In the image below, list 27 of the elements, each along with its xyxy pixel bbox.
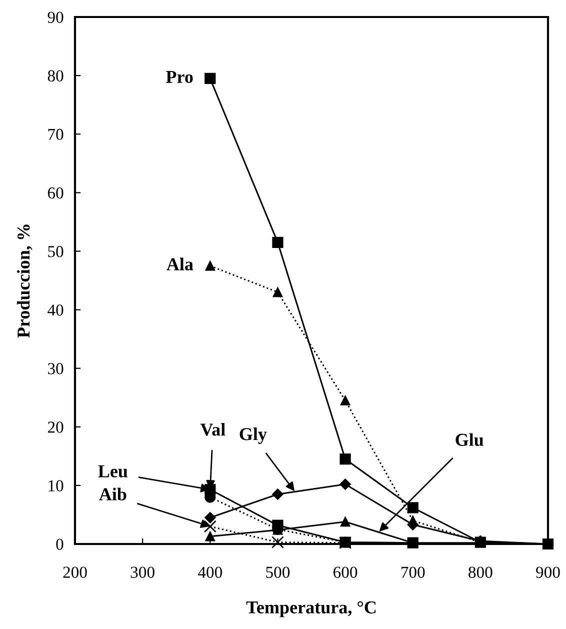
- series-label: Ala: [166, 258, 194, 270]
- y-tick-label: 40: [48, 304, 64, 316]
- y-tick-label: 90: [48, 12, 64, 23]
- x-tick-label: 600: [334, 566, 358, 578]
- x-tick-label: 500: [266, 566, 290, 578]
- x-tick-label: 200: [63, 566, 87, 578]
- annotation: Val: [200, 423, 226, 436]
- y-tick-label: 80: [48, 70, 64, 82]
- x-axis-title: Temperatura, °C: [246, 601, 376, 618]
- x-tick-label: 300: [130, 566, 154, 578]
- y-tick-label: 50: [48, 246, 64, 258]
- y-tick-label: 30: [48, 363, 64, 374]
- y-tick-label: 70: [48, 128, 64, 140]
- y-tick-label: 0: [56, 538, 64, 550]
- annotation: Aib: [99, 488, 126, 500]
- x-tick-label: 400: [198, 566, 222, 578]
- annotation: Leu: [98, 465, 128, 478]
- series-label: Pro: [166, 71, 193, 84]
- y-tick-label: 20: [48, 422, 64, 433]
- y-tick-label: 10: [48, 480, 64, 492]
- x-tick-label: 700: [401, 566, 425, 578]
- y-tick-label: 60: [48, 187, 64, 199]
- annotation: Glu: [456, 433, 484, 446]
- x-tick-label: 800: [468, 566, 492, 578]
- annotation: Gly: [240, 428, 267, 444]
- x-tick-label: 900: [536, 566, 560, 578]
- y-axis-title: Produccion, %: [16, 224, 32, 338]
